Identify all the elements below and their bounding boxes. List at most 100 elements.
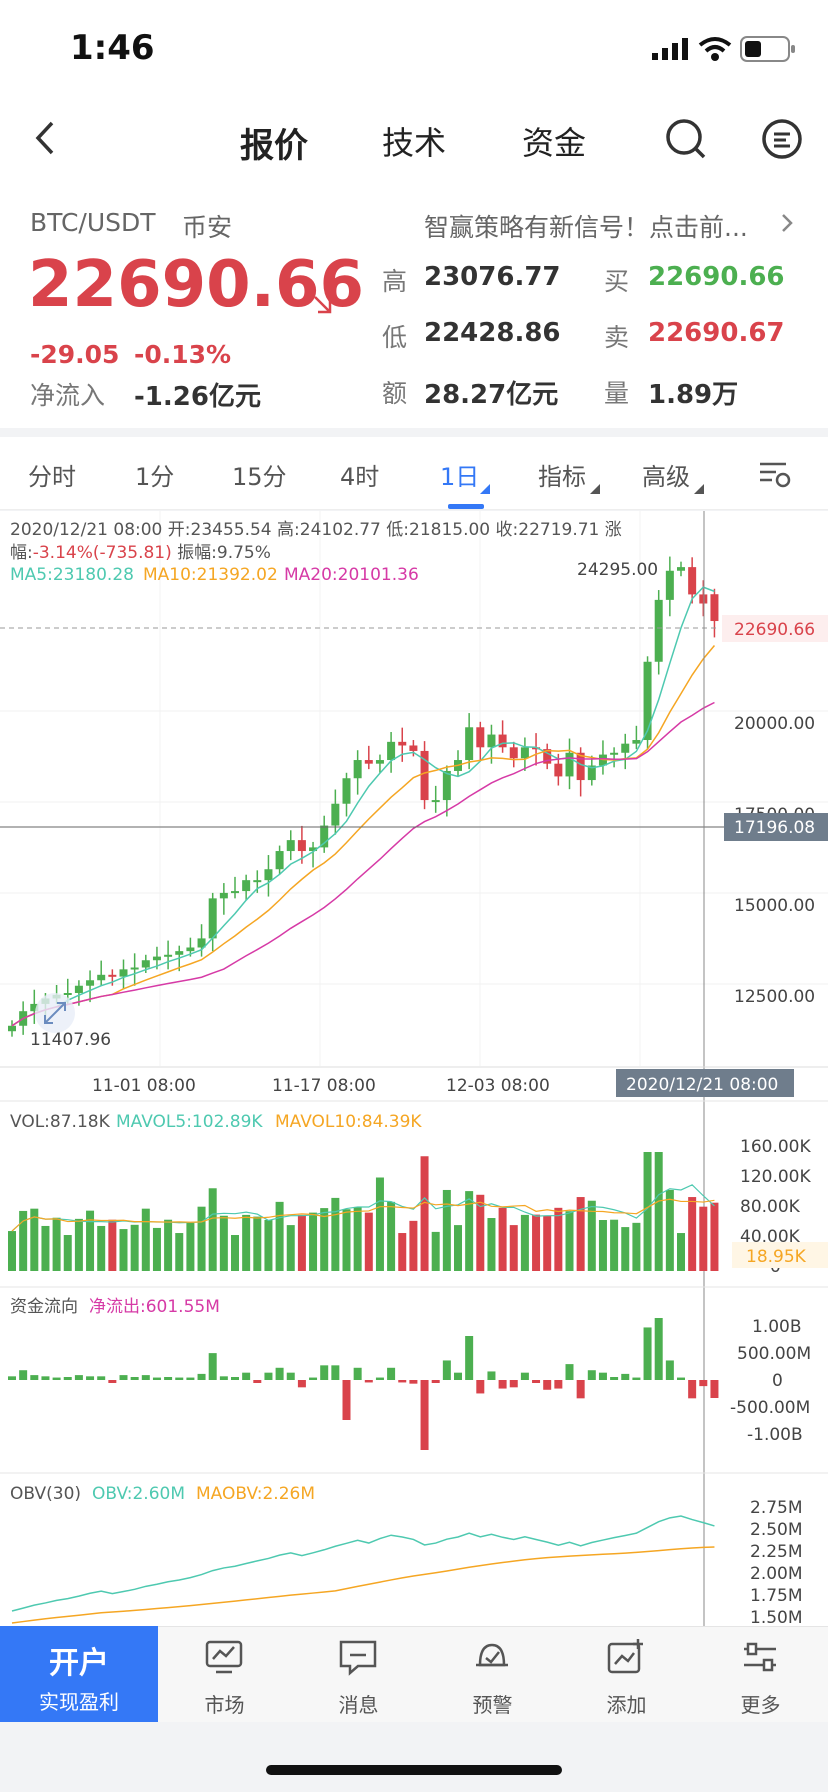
dropdown-corner-icon (480, 479, 490, 498)
volume-bar (41, 1225, 50, 1271)
flow-bar (208, 1353, 217, 1380)
candle-body (242, 880, 251, 892)
cursor-date-tag-bg (616, 1069, 794, 1097)
moving-averages (11, 586, 716, 1027)
flow-title: 资金流向 (10, 1297, 78, 1317)
period-1d[interactable]: 1日 (440, 463, 480, 491)
flow-bar (231, 1377, 239, 1380)
back-icon[interactable] (30, 118, 60, 162)
flow-bar (331, 1365, 340, 1380)
flow-net: 净流出:601.55M (89, 1297, 220, 1317)
low-value: 22428.86 (424, 318, 561, 348)
flow-bar (41, 1376, 50, 1380)
volume-label: 量 (604, 379, 630, 408)
chart-grid (0, 511, 828, 1066)
signal-banner[interactable]: 智赢策略有新信号！点击前... (424, 213, 748, 242)
top-nav (0, 100, 828, 205)
buy-label: 买 (604, 267, 630, 296)
candle-body (442, 770, 451, 801)
flow-bar (119, 1375, 128, 1380)
flow-bar (30, 1375, 39, 1380)
bottom-messages[interactable]: 消息 (292, 1627, 425, 1723)
bottom-alerts[interactable]: 预警 (426, 1627, 559, 1723)
tab-quote[interactable]: 报价 (240, 126, 308, 166)
candle-body (520, 747, 529, 759)
flow-tick-label: -500.00M (730, 1398, 810, 1418)
candle-body (431, 800, 440, 803)
candle-body (97, 974, 106, 981)
period-timeshare[interactable]: 分时 (28, 463, 76, 491)
volume-bar (342, 1209, 351, 1271)
candle-body (86, 980, 95, 986)
volume-bar (297, 1214, 306, 1271)
bottom-more[interactable]: 更多 (694, 1627, 827, 1723)
tab-funds[interactable]: 资金 (522, 124, 587, 162)
price-change-pct: -0.13% (134, 340, 232, 369)
volume-bar (108, 1219, 117, 1271)
status-bar: 1:46 (0, 0, 828, 100)
volume-bar (375, 1177, 384, 1271)
candle-body (476, 727, 485, 748)
candle-body (665, 570, 674, 600)
ma10-line (11, 645, 716, 1027)
bottom-messages-label: 消息 (338, 1693, 379, 1717)
volume-bar (688, 1197, 697, 1271)
period-15m[interactable]: 15分 (232, 463, 287, 491)
flow-bar (141, 1375, 150, 1380)
volume-bar (621, 1227, 630, 1271)
kline-chart[interactable]: 2020/12/21 08:00 开:23455.54 高:24102.77 低… (0, 511, 828, 1626)
candle-body (219, 892, 228, 899)
flow-bar (677, 1377, 685, 1380)
volume-ma-lines (11, 1184, 715, 1232)
flow-bar (520, 1372, 529, 1380)
bottom-market[interactable]: 市场 (158, 1627, 291, 1723)
volume-bar (576, 1197, 585, 1271)
chart-settings-icon[interactable] (758, 459, 792, 493)
menu-chat-icon[interactable] (760, 117, 804, 165)
volume-bar (164, 1219, 173, 1271)
flow-bar (543, 1380, 552, 1390)
candle-body (375, 760, 384, 764)
candle-body (164, 954, 173, 957)
candle-body (275, 851, 284, 870)
signal-icon (652, 38, 690, 64)
flow-bar (108, 1380, 117, 1383)
flow-bar (442, 1360, 451, 1380)
flow-bar (654, 1318, 663, 1380)
obv-tick-label: 1.50M (750, 1608, 803, 1626)
tab-technical[interactable]: 技术 (382, 124, 447, 162)
candle-body (576, 752, 585, 781)
search-icon[interactable] (664, 117, 708, 165)
candle-body (63, 993, 72, 995)
indicator-menu[interactable]: 指标 (538, 463, 586, 491)
volume-bar (487, 1218, 496, 1271)
sell-value: 22690.67 (648, 318, 785, 348)
expand-icon[interactable] (35, 993, 75, 1033)
period-4h[interactable]: 4时 (340, 463, 380, 491)
cursor-price-tag: 17196.08 (734, 818, 815, 838)
vol-tick-label: 80.00K (740, 1197, 801, 1217)
net-inflow-value: -1.26亿元 (134, 382, 261, 412)
mavol10-label: MAVOL10:84.39K (275, 1112, 422, 1132)
vol-tag-bg (732, 1242, 828, 1268)
volume-bar (175, 1233, 184, 1271)
volume-bar (8, 1231, 16, 1271)
volume-bar (219, 1215, 228, 1271)
mavol10-line (11, 1198, 715, 1232)
flow-bar (52, 1377, 61, 1380)
quote-panel: BTC/USDT 币安 智赢策略有新信号！点击前... 22690.66 -29… (0, 198, 828, 428)
volume-bar (197, 1206, 206, 1271)
advanced-menu[interactable]: 高级 (642, 463, 690, 491)
candle-body (587, 765, 596, 781)
volume-bar (86, 1210, 95, 1271)
flow-bar (665, 1360, 674, 1380)
period-1m[interactable]: 1分 (135, 463, 175, 491)
chevron-right-icon[interactable] (780, 212, 794, 238)
candle-body (342, 778, 351, 804)
flow-bar (164, 1377, 173, 1380)
flow-bar (130, 1377, 139, 1380)
obv-tick-label: 1.75M (750, 1586, 803, 1606)
open-account-button[interactable]: 开户 实现盈利 (0, 1626, 158, 1722)
bottom-add[interactable]: 添加 (560, 1627, 693, 1723)
candle-body (565, 752, 574, 777)
